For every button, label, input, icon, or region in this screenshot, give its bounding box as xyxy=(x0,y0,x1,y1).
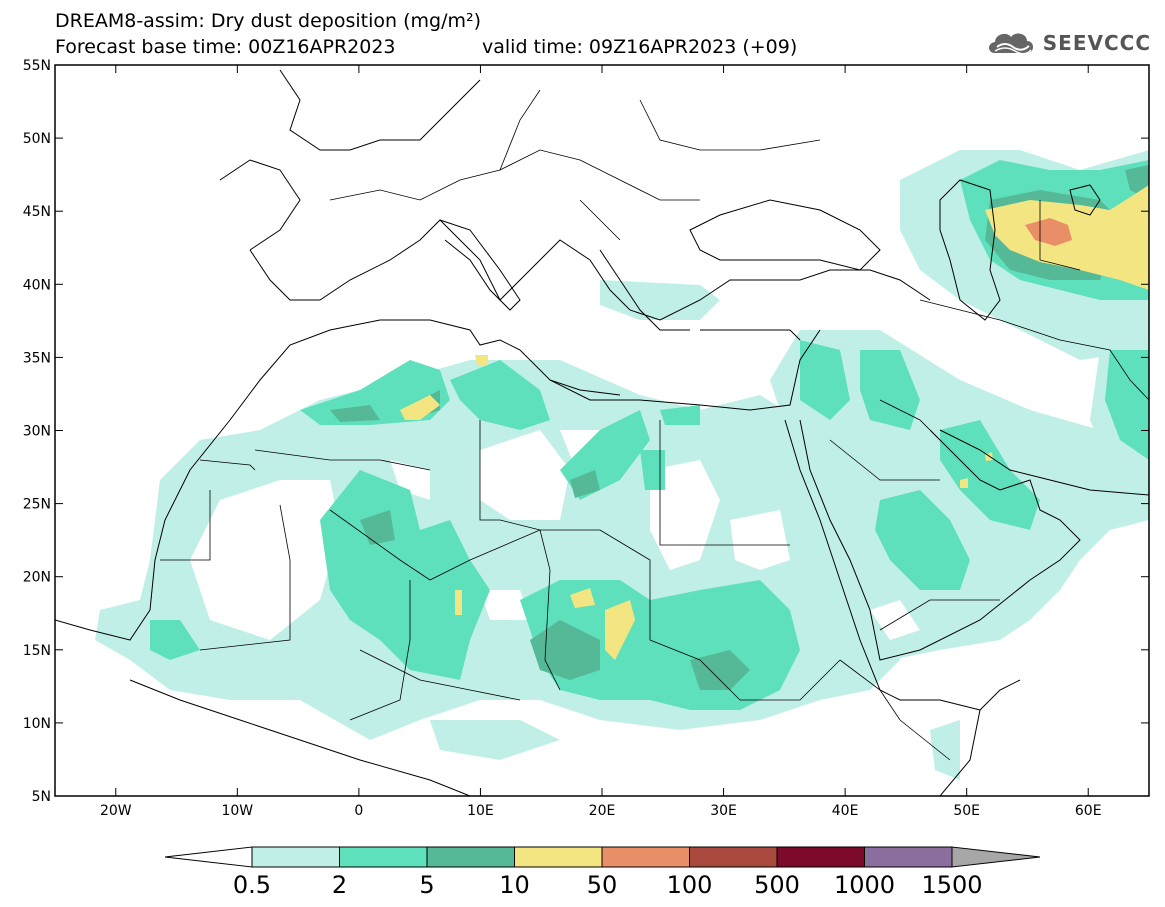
y-tick-label: 30N xyxy=(23,424,51,440)
x-tick-label: 50E xyxy=(953,803,980,819)
colorbar-segment xyxy=(864,846,953,868)
y-tick-label: 15N xyxy=(23,643,51,659)
x-tick-label: 0 xyxy=(354,803,363,819)
colorbar-segment xyxy=(251,846,340,868)
colorbar-label: 100 xyxy=(667,871,713,899)
y-axis-ticks: 55N 50N 45N 40N 35N 30N 25N 20N 15N 10N 5N xyxy=(23,58,1149,805)
y-tick-label: 50N xyxy=(23,131,51,147)
cloud-icon xyxy=(988,33,1033,55)
colorbar-label: 2 xyxy=(332,871,347,899)
colorbar-segment xyxy=(339,846,428,868)
colorbar-label: 1500 xyxy=(921,871,982,899)
map-title: DREAM8-assim: Dry dust deposition (mg/m²… xyxy=(55,10,482,32)
x-tick-label: 10E xyxy=(467,803,494,819)
y-tick-label: 35N xyxy=(23,350,51,366)
y-tick-label: 10N xyxy=(23,716,51,732)
y-tick-label: 25N xyxy=(23,497,51,513)
colorbar-label: 500 xyxy=(754,871,800,899)
colorbar-segment xyxy=(426,846,515,868)
colorbar: 0.5 2 5 10 50 100 500 1000 1500 xyxy=(164,846,1041,899)
seevccc-logo: SEEVCCC xyxy=(985,26,1151,60)
colorbar-segment xyxy=(514,846,603,868)
y-tick-label: 40N xyxy=(23,277,51,293)
y-tick-label: 20N xyxy=(23,570,51,586)
y-tick-label: 5N xyxy=(32,789,51,805)
y-tick-label: 45N xyxy=(23,204,51,220)
colorbar-label: 10 xyxy=(499,871,530,899)
x-axis-ticks: 20W 10W 0 10E 20E 30E 40E 50E 60E xyxy=(100,65,1102,819)
colorbar-label: 1000 xyxy=(834,871,895,899)
forecast-base-time: Forecast base time: 00Z16APR2023 xyxy=(55,36,396,58)
colorbar-segment xyxy=(776,846,865,868)
dust-free-areas xyxy=(190,430,920,640)
colorbar-label: 5 xyxy=(419,871,434,899)
x-tick-label: 40E xyxy=(832,803,859,819)
colorbar-label: 50 xyxy=(587,871,618,899)
x-tick-label: 10W xyxy=(221,803,253,819)
colorbar-label: 0.5 xyxy=(233,871,271,899)
x-tick-label: 20W xyxy=(100,803,132,819)
colorbar-segment xyxy=(689,846,778,868)
colorbar-above-triangle xyxy=(951,846,1041,868)
colorbar-segment xyxy=(601,846,690,868)
x-tick-label: 20E xyxy=(589,803,616,819)
country-borders xyxy=(160,89,1149,761)
logo-text: SEEVCCC xyxy=(1042,31,1151,55)
x-tick-label: 30E xyxy=(710,803,737,819)
valid-time: valid time: 09Z16APR2023 (+09) xyxy=(482,36,798,58)
dust-field-50-100 xyxy=(1025,218,1072,246)
colorbar-below-triangle xyxy=(164,846,253,868)
dust-fields xyxy=(95,150,1149,780)
y-tick-label: 55N xyxy=(23,58,51,74)
x-tick-label: 60E xyxy=(1075,803,1102,819)
